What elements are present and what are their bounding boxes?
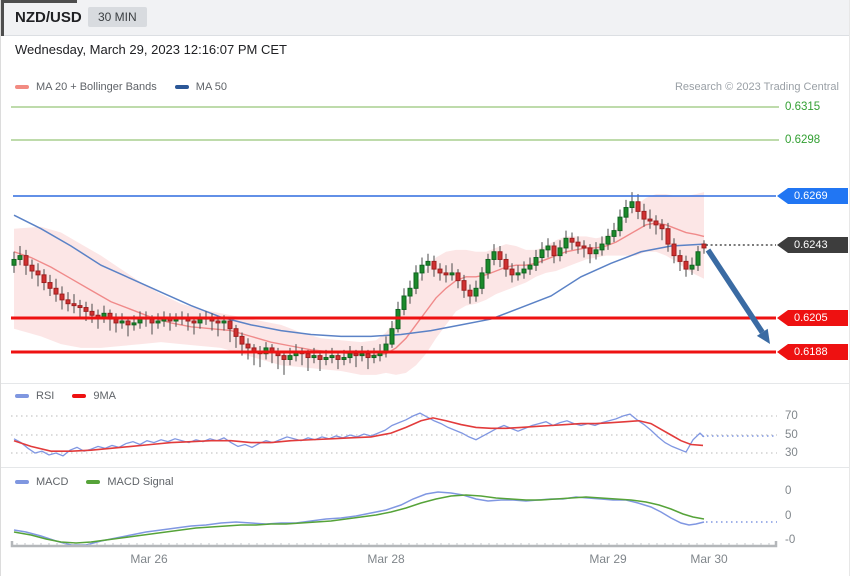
rsi-9ma-line — [13, 417, 704, 452]
symbol-title: NZD/USD — [15, 9, 82, 26]
rsi-scale-70: 70 — [785, 410, 798, 422]
legend-label: RSI — [36, 390, 55, 402]
legend-label: MACD Signal — [107, 476, 174, 488]
ma20-line — [13, 222, 705, 357]
resistance-price-badge: 0.6269 — [777, 188, 848, 204]
window-corner-accent-top — [1, 0, 77, 3]
date-axis-label-mar28: Mar 28 — [367, 552, 405, 566]
time-axis — [10, 541, 778, 548]
resistance-level-label-2: 0.6298 — [785, 134, 821, 146]
legend-item-rsi: RSI — [15, 390, 54, 402]
support-price-badge-1: 0.6205 — [777, 310, 848, 326]
bollinger-band-area — [14, 192, 704, 375]
panel-separator-rsi — [1, 383, 849, 384]
candlesticks — [11, 192, 707, 375]
macd-scale-mid: 0 — [785, 510, 792, 522]
date-axis-label-mar26: Mar 26 — [130, 552, 168, 566]
header-bar: NZD/USD 30 MIN — [1, 0, 849, 36]
attribution-text: Research © 2023 Trading Central — [674, 81, 839, 93]
macd-signal-line — [13, 494, 705, 544]
macd-scale-bottom: -0 — [785, 534, 796, 546]
legend-label: MA 50 — [195, 81, 227, 93]
arrow-head-icon — [756, 328, 770, 344]
rsi-9ma-swatch-icon — [72, 394, 87, 398]
legend-label: MACD — [36, 476, 69, 488]
ma50-line — [13, 214, 705, 338]
main-chart-legend: MA 20 + Bollinger Bands MA 50 — [15, 81, 245, 93]
macd-scale-top: 0 — [785, 485, 792, 497]
rsi-scale-30: 30 — [785, 447, 798, 459]
rsi-swatch-icon — [15, 394, 29, 398]
legend-item-macd-signal: MACD Signal — [86, 476, 173, 488]
date-axis-label-mar29: Mar 29 — [589, 552, 627, 566]
date-axis-label-mar30: Mar 30 — [690, 552, 728, 566]
ma50-swatch-icon — [174, 85, 189, 89]
support-price-badge-2: 0.6188 — [777, 344, 848, 360]
legend-item-ma20-bollinger: MA 20 + Bollinger Bands — [15, 81, 157, 93]
legend-item-macd: MACD — [15, 476, 68, 488]
rsi-scale-50: 50 — [785, 429, 798, 441]
resistance-level-label-1: 0.6315 — [785, 101, 821, 113]
last-price-badge: 0.6243 — [777, 237, 848, 253]
datetime-text: Wednesday, March 29, 2023 12:16:07 PM CE… — [15, 42, 287, 57]
legend-label: MA 20 + Bollinger Bands — [36, 81, 157, 93]
time-axis-ticks — [16, 543, 770, 545]
window-corner-accent-left — [1, 0, 4, 36]
legend-item-ma50: MA 50 — [174, 81, 227, 93]
panel-separator-macd — [1, 467, 849, 468]
macd-signal-swatch-icon — [86, 480, 101, 484]
timeframe-badge: 30 MIN — [88, 7, 147, 27]
rsi-line — [13, 412, 705, 457]
rsi-legend: RSI 9MA — [15, 390, 134, 402]
ma20-bollinger-swatch-icon — [15, 85, 29, 89]
macd-swatch-icon — [15, 480, 29, 484]
macd-legend: MACD MACD Signal — [15, 476, 191, 488]
macd-line — [13, 491, 705, 546]
legend-label: 9MA — [93, 390, 116, 402]
bearish-forecast-arrow — [705, 248, 765, 334]
legend-item-9ma: 9MA — [72, 390, 116, 402]
